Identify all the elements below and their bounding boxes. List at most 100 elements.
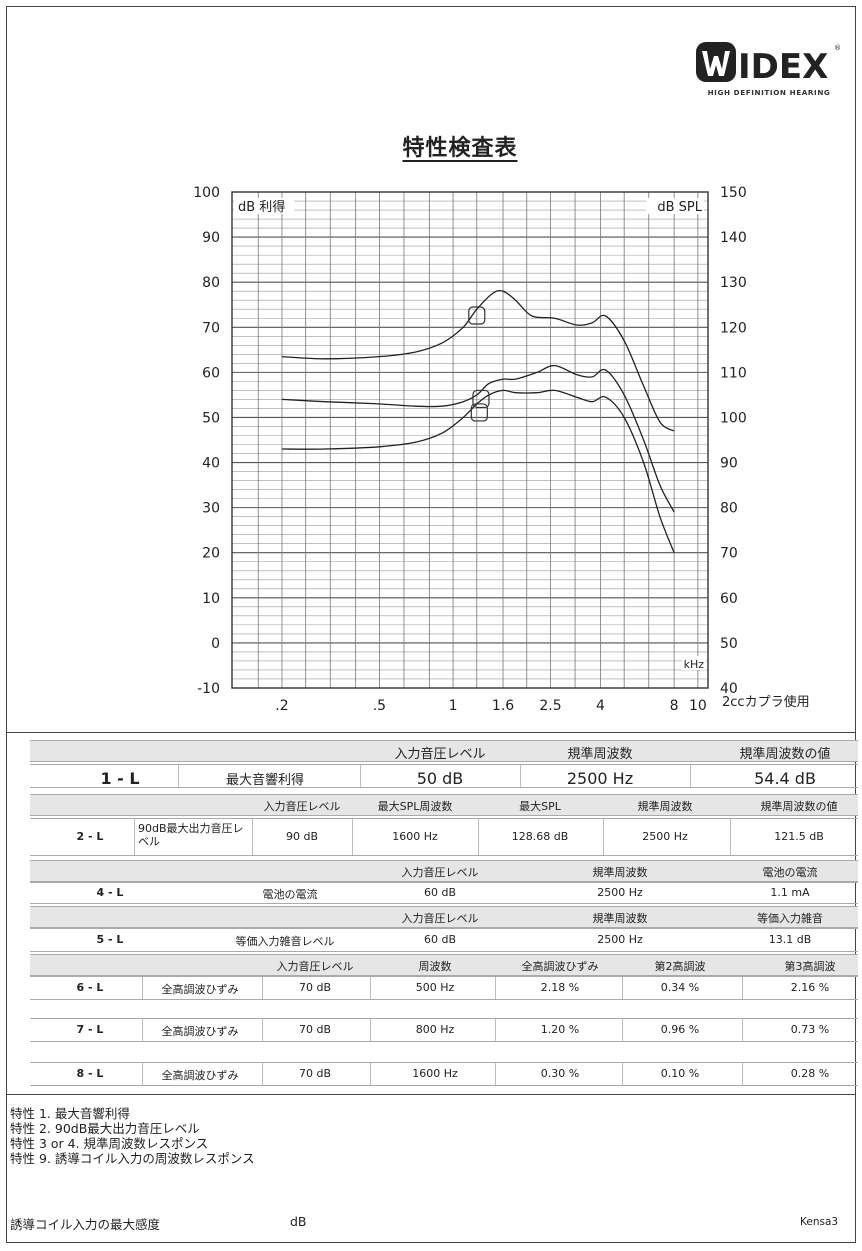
curve-marker	[472, 389, 490, 409]
curve-marker	[470, 403, 488, 422]
cell-freq: 500 Hz	[415, 981, 455, 994]
t6-header-input: 入力音圧レベル	[276, 960, 354, 973]
response-curve-1	[281, 289, 675, 432]
response-curve-3	[281, 389, 675, 553]
cell-input-level: 90 dB	[285, 830, 319, 843]
row-id: 1 - L	[100, 769, 140, 788]
t5-header-input: 入力音圧レベル	[401, 912, 479, 925]
y-left-tick-label: 100	[193, 185, 220, 201]
y-right-tick-label: 80	[720, 501, 738, 517]
row-label: 全高調波ひずみ	[161, 1069, 239, 1082]
table6-row-1: 6 - L 全高調波ひずみ 70 dB 500 Hz 2.18 % 0.34 %…	[30, 976, 858, 1000]
row-label: 全高調波ひずみ	[161, 1025, 239, 1038]
t2-header-maxfreq: 最大SPL周波数	[377, 800, 453, 813]
coupler-note: 2ccカプラ使用	[722, 694, 810, 710]
t6-header-thd: 全高調波ひずみ	[521, 960, 599, 973]
t5-header-value: 等価入力雑音	[757, 912, 823, 925]
t1-header-value: 規準周波数の値	[739, 747, 831, 762]
t4-header-value: 電池の電流	[762, 866, 818, 879]
cell-h2: 0.34 %	[660, 981, 700, 994]
y-left-tick-label: 20	[202, 546, 220, 562]
section-divider	[6, 732, 856, 733]
t6-header-h3: 第3高調波	[784, 960, 836, 973]
row-id: 4 - L	[96, 886, 124, 899]
x-tick-label: .5	[373, 698, 386, 714]
label-bg	[682, 656, 706, 670]
y-left-tick-label: 80	[202, 275, 220, 291]
x-tick-label: 1	[449, 698, 458, 714]
cell-h3: 2.16 %	[790, 981, 830, 994]
svg-text:IDEX: IDEX	[738, 47, 828, 86]
cell-thd: 1.20 %	[540, 1023, 580, 1036]
y-right-tick-label: 140	[720, 230, 747, 246]
y-left-axis-label: dB 利得	[238, 199, 285, 215]
y-left-tick-label: 90	[202, 230, 220, 246]
y-left-tick-label: 60	[202, 365, 220, 381]
cell-input-level: 60 dB	[423, 933, 457, 946]
table5-row: 5 - L 等価入力雑音レベル 60 dB 2500 Hz 13.1 dB	[30, 928, 858, 952]
cell-value: 121.5 dB	[774, 830, 824, 843]
x-tick-label: 8	[670, 698, 679, 714]
cell-input-level: 70 dB	[298, 981, 332, 994]
cell-max-spl: 128.68 dB	[511, 830, 569, 843]
row-id: 8 - L	[76, 1067, 104, 1080]
note-3: 特性 3 or 4. 規準周波数レスポンス	[10, 1136, 209, 1151]
cell-h3: 0.28 %	[790, 1067, 830, 1080]
y-left-tick-label: -10	[197, 681, 220, 697]
label-bg	[646, 198, 704, 214]
y-left-tick-label: 0	[211, 636, 220, 652]
cell-freq: 2500 Hz	[597, 933, 643, 946]
footer-code: Kensa3	[800, 1216, 839, 1228]
cell-h3: 0.73 %	[790, 1023, 830, 1036]
notes-block: 特性 1. 最大音響利得 特性 2. 90dB最大出力音圧レベル 特性 3 or…	[10, 1106, 255, 1166]
y-left-tick-label: 40	[202, 456, 220, 472]
cell-thd: 2.18 %	[540, 981, 580, 994]
table6-row-3: 8 - L 全高調波ひずみ 70 dB 1600 Hz 0.30 % 0.10 …	[30, 1062, 858, 1086]
x-tick-label: 2.5	[539, 698, 561, 714]
x-tick-label: .2	[275, 698, 288, 714]
t2-header-input: 入力音圧レベル	[263, 800, 341, 813]
widex-logo: IDEX ® HIGH DEFINITION HEARING	[694, 38, 844, 100]
t2-header-maxspl: 最大SPL	[519, 800, 561, 813]
y-right-tick-label: 120	[720, 320, 747, 336]
y-right-tick-label: 100	[720, 410, 747, 426]
chart-svg: 1009080706050403020100-10150140130120110…	[193, 185, 810, 714]
t2-header-value: 規準周波数の値	[760, 800, 838, 813]
table6-row-2: 7 - L 全高調波ひずみ 70 dB 800 Hz 1.20 % 0.96 %…	[30, 1018, 858, 1042]
y-left-tick-label: 70	[202, 320, 220, 336]
page-title: 特性検査表	[402, 136, 518, 161]
y-right-tick-label: 150	[720, 185, 747, 201]
note-4: 特性 9. 誘導コイル入力の周波数レスポンス	[10, 1151, 255, 1166]
svg-text:®: ®	[834, 44, 841, 52]
table2-header: 入力音圧レベル 最大SPL周波数 最大SPL 規準周波数 規準周波数の値	[30, 794, 858, 816]
cell-freq: 2500 Hz	[597, 886, 643, 899]
cell-input-level: 50 dB	[416, 769, 464, 788]
y-right-tick-label: 90	[720, 456, 738, 472]
table5-header: 入力音圧レベル 規準周波数 等価入力雑音	[30, 906, 858, 928]
footer-label: 誘導コイル入力の最大感度	[10, 1217, 161, 1232]
x-tick-label: 4	[596, 698, 605, 714]
y-right-axis-label: dB SPL	[657, 200, 702, 215]
x-tick-label: 1.6	[492, 698, 514, 714]
cell-value: 54.4 dB	[754, 769, 816, 788]
cell-h2: 0.10 %	[660, 1067, 700, 1080]
row-id: 6 - L	[76, 981, 104, 994]
t1-header-input: 入力音圧レベル	[394, 747, 486, 762]
table1-row: 1 - L 最大音響利得 50 dB 2500 Hz 54.4 dB	[30, 764, 858, 788]
cell-input-level: 60 dB	[423, 886, 457, 899]
t6-header-freq: 周波数	[418, 960, 452, 973]
cell-input-level: 70 dB	[298, 1067, 332, 1080]
note-2: 特性 2. 90dB最大出力音圧レベル	[10, 1121, 200, 1136]
cell-freq: 2500 Hz	[566, 769, 634, 788]
t1-header-freq: 規準周波数	[567, 747, 633, 762]
y-left-tick-label: 50	[202, 410, 220, 426]
y-left-tick-label: 30	[202, 501, 220, 517]
footer-unit: dB	[290, 1214, 307, 1229]
notes-divider	[6, 1094, 856, 1095]
y-right-tick-label: 130	[720, 275, 747, 291]
cell-value: 13.1 dB	[768, 933, 812, 946]
curve-marker	[468, 306, 486, 325]
t6-header-h2: 第2高調波	[654, 960, 706, 973]
y-right-tick-label: 60	[720, 591, 738, 607]
cell-input-level: 70 dB	[298, 1023, 332, 1036]
